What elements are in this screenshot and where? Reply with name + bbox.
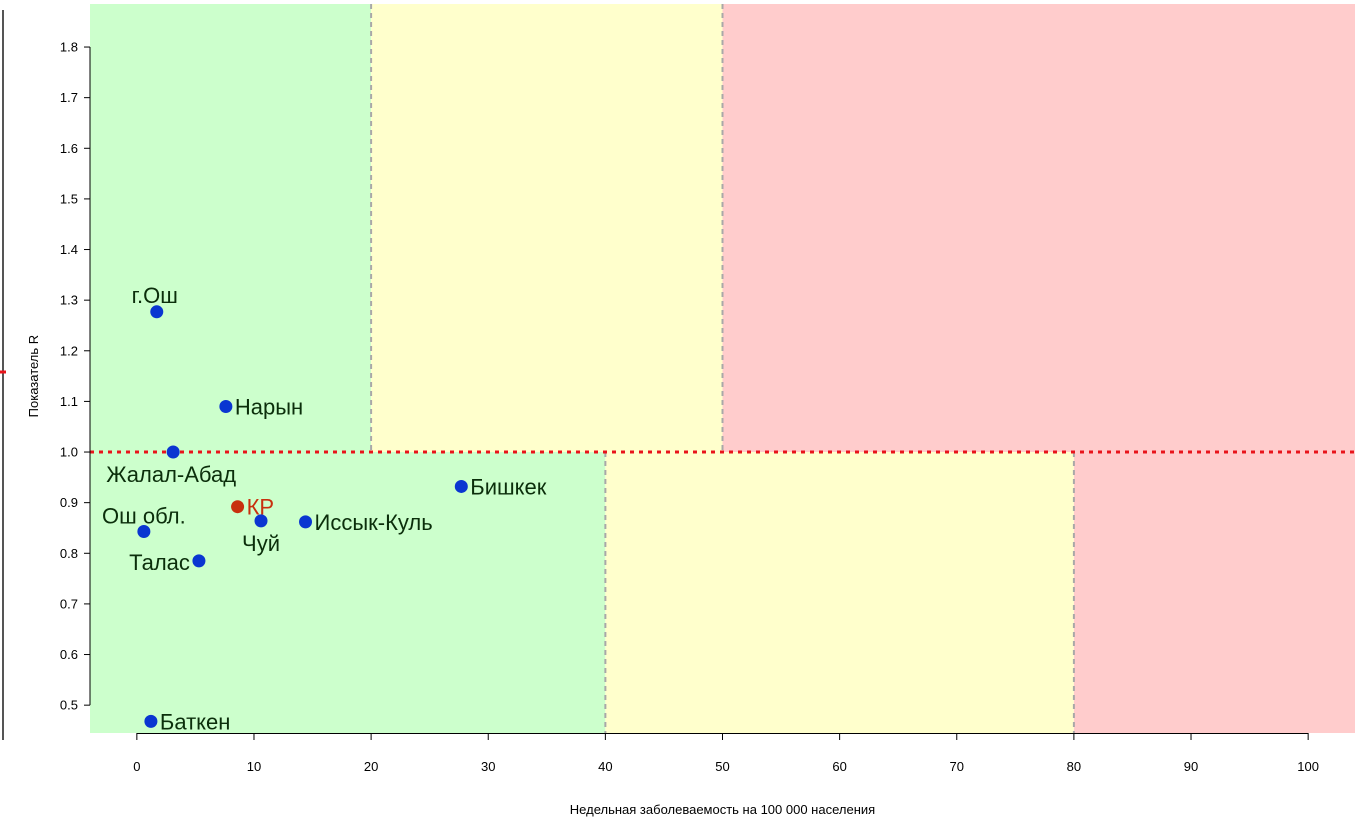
x-tick-label: 40 [598, 759, 612, 774]
y-tick-label: 0.8 [60, 546, 78, 561]
data-point [166, 445, 180, 459]
point-label: Нарын [235, 394, 303, 419]
zone-rect [722, 4, 1355, 453]
point-label: Жалал-Абад [106, 462, 236, 487]
data-point [192, 554, 206, 568]
point-label: Бишкек [470, 474, 546, 499]
x-tick-label: 80 [1067, 759, 1081, 774]
y-tick-label: 1.7 [60, 90, 78, 105]
y-tick-label: 1.1 [60, 394, 78, 409]
x-tick-label: 10 [247, 759, 261, 774]
zone-dividers [370, 4, 1075, 733]
zone-rect [90, 452, 606, 733]
x-tick-label: 50 [715, 759, 729, 774]
y-tick-label: 1.3 [60, 293, 78, 308]
risk-zones [90, 4, 1355, 733]
x-tick-label: 90 [1184, 759, 1198, 774]
x-axis-title: Недельная заболеваемость на 100 000 насе… [570, 802, 875, 817]
y-tick-label: 1.0 [60, 445, 78, 460]
y-tick-label: 0.7 [60, 596, 78, 611]
point-label: Баткен [160, 709, 231, 734]
zone-rect [90, 4, 372, 453]
x-tick-label: 30 [481, 759, 495, 774]
data-point [454, 479, 468, 493]
data-point [299, 515, 313, 529]
y-tick-label: 1.2 [60, 343, 78, 358]
zone-rect [1073, 452, 1355, 733]
data-point [137, 525, 151, 539]
y-tick-label: 1.6 [60, 141, 78, 156]
y-tick-label: 0.5 [60, 698, 78, 713]
x-tick-label: 60 [832, 759, 846, 774]
y-tick-label: 0.6 [60, 647, 78, 662]
y-tick-label: 1.5 [60, 191, 78, 206]
y-tick-label: 1.4 [60, 242, 78, 257]
point-label: Иссык-Куль [315, 510, 433, 535]
y-tick-label: 1.8 [60, 40, 78, 55]
zone-rect [371, 4, 723, 453]
point-label: г.Ош [132, 283, 178, 308]
point-label: Талас [129, 550, 190, 575]
x-tick-label: 20 [364, 759, 378, 774]
y-axis-ticks: 0.5 0.6 0.7 0.8 0.9 1.0 1.1 1.2 1.3 1.4 1.5 1.6 1.7 1… [60, 40, 90, 713]
zone-rect [605, 452, 1074, 733]
point-label: Ош обл. [102, 504, 186, 529]
x-tick-label: 70 [950, 759, 964, 774]
x-axis-ticks: 0 10 20 30 40 50 60 70 80 90 100 [133, 733, 1319, 774]
point-label: Чуй [242, 531, 280, 556]
data-point [231, 500, 245, 514]
y-tick-label: 0.9 [60, 495, 78, 510]
data-point [150, 305, 164, 319]
data-point [144, 714, 158, 728]
data-point [219, 399, 233, 413]
y-axis-title: Показатель R [26, 335, 41, 418]
data-point [254, 514, 268, 528]
x-tick-label: 0 [133, 759, 140, 774]
x-tick-label: 100 [1297, 759, 1319, 774]
